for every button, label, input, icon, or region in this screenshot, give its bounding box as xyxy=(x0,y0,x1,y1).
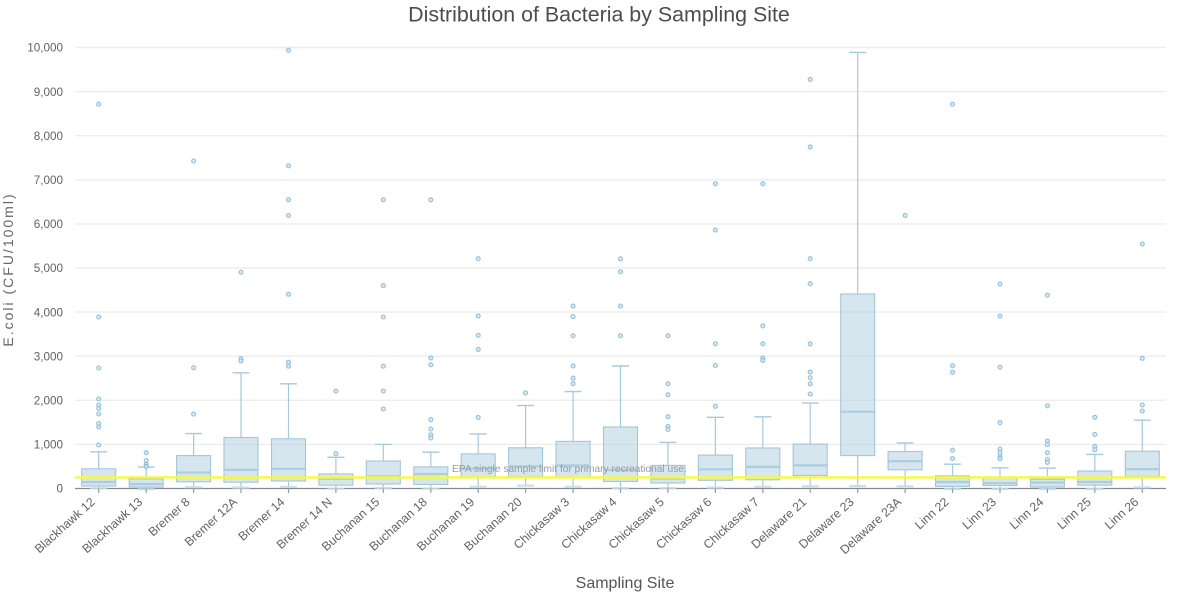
svg-text:Sampling Site: Sampling Site xyxy=(576,575,675,592)
svg-text:0: 0 xyxy=(56,483,63,496)
svg-text:1,000: 1,000 xyxy=(34,439,64,452)
svg-text:7,000: 7,000 xyxy=(34,174,64,187)
svg-text:Distribution of Bacteria by Sa: Distribution of Bacteria by Sampling Sit… xyxy=(408,3,790,27)
svg-text:5,000: 5,000 xyxy=(34,262,64,275)
svg-text:3,000: 3,000 xyxy=(34,350,64,363)
svg-text:E.coli (CFU/100ml): E.coli (CFU/100ml) xyxy=(0,192,16,346)
svg-text:6,000: 6,000 xyxy=(34,218,64,231)
svg-text:10,000: 10,000 xyxy=(27,42,63,55)
svg-text:2,000: 2,000 xyxy=(34,395,64,408)
svg-text:8,000: 8,000 xyxy=(34,130,64,143)
svg-text:9,000: 9,000 xyxy=(34,86,64,99)
svg-text:EPA single sample limit for pr: EPA single sample limit for primary recr… xyxy=(452,464,687,475)
svg-text:4,000: 4,000 xyxy=(34,306,64,319)
